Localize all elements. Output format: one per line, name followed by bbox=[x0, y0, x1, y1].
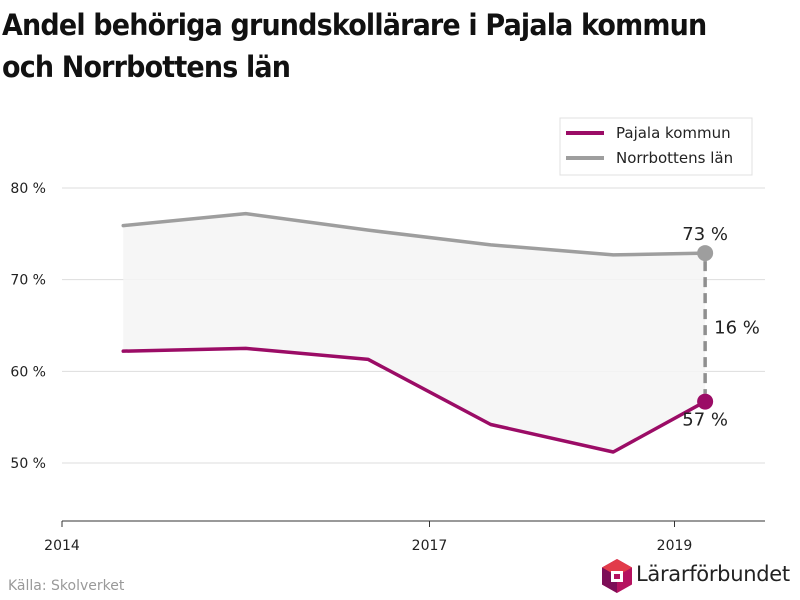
brand-name: Lärarförbundet bbox=[636, 562, 790, 586]
x-tick-label: 2014 bbox=[44, 538, 80, 554]
series-line-norrbotten bbox=[121, 211, 707, 257]
legend-label-pajala: Pajala kommun bbox=[616, 124, 731, 142]
series-lines bbox=[121, 211, 707, 454]
x-axis: 2014 2017 2019 bbox=[44, 520, 765, 554]
end-marker-pajala bbox=[697, 393, 714, 410]
legend-label-norrbotten: Norrbottens län bbox=[616, 149, 733, 167]
chart-title: Andel behöriga grundskollärare i Pajala … bbox=[2, 8, 707, 84]
y-tick-label: 70 % bbox=[10, 273, 46, 289]
end-annotations: 73 % 57 % 16 % bbox=[682, 224, 760, 431]
gap-area bbox=[123, 213, 706, 452]
y-tick-label: 50 % bbox=[10, 456, 46, 472]
brand-mark-icon bbox=[602, 559, 632, 593]
y-tick-label: 80 % bbox=[10, 181, 46, 197]
end-label-pajala: 57 % bbox=[682, 410, 728, 431]
legend: Pajala kommun Norrbottens län bbox=[559, 117, 753, 176]
y-axis: 50 % 60 % 70 % 80 % bbox=[10, 181, 46, 472]
series-line-pajala bbox=[121, 346, 707, 454]
end-marker-norrbotten bbox=[697, 245, 714, 262]
legend-box bbox=[559, 117, 753, 176]
end-label-norrbotten: 73 % bbox=[682, 224, 728, 245]
difference-label: 16 % bbox=[714, 317, 760, 338]
source-note: Källa: Skolverket bbox=[8, 578, 125, 594]
brand-logo: Lärarförbundet bbox=[600, 556, 800, 596]
x-tick-label: 2017 bbox=[412, 538, 448, 554]
y-tick-label: 60 % bbox=[10, 364, 46, 380]
x-tick-label: 2019 bbox=[657, 538, 693, 554]
